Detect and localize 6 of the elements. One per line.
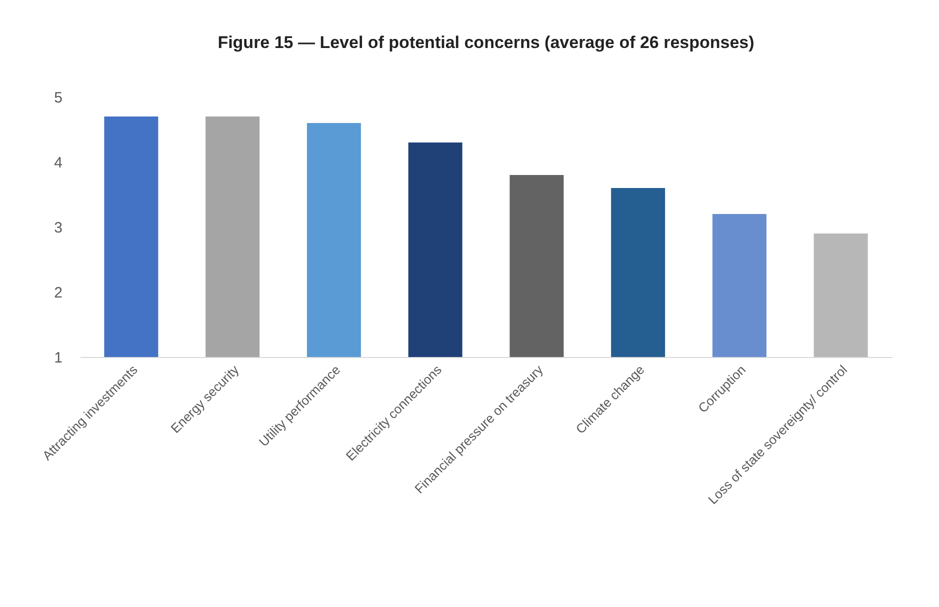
chart-title: Figure 15 — Level of potential concerns (average of 26 responses) bbox=[218, 33, 754, 52]
y-tick-label: 5 bbox=[54, 90, 62, 106]
y-tick-label: 1 bbox=[54, 350, 62, 366]
y-tick-label: 3 bbox=[54, 220, 62, 236]
y-tick-label: 2 bbox=[54, 284, 62, 302]
y-tick-label: 4 bbox=[54, 154, 62, 172]
